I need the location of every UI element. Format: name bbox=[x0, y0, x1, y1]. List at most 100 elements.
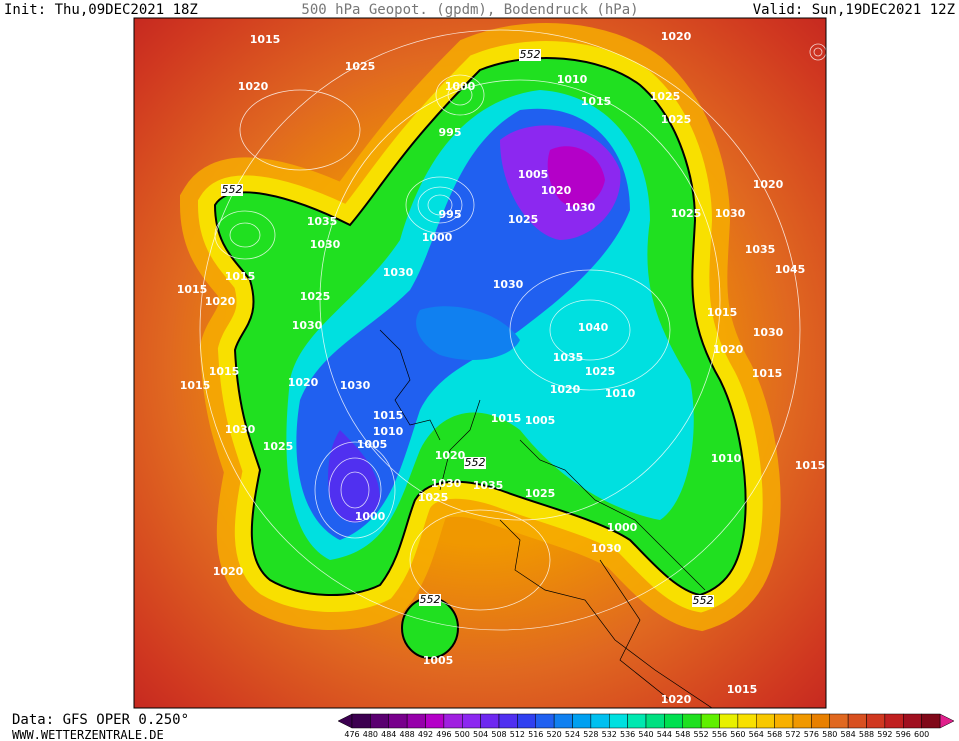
pressure-label: 1030 bbox=[715, 207, 746, 220]
pressure-label: 1000 bbox=[422, 231, 453, 244]
legend-label: 544 bbox=[657, 730, 672, 739]
pressure-label: 1025 bbox=[661, 113, 692, 126]
pressure-label: 1020 bbox=[661, 30, 692, 43]
pressure-label: 1015 bbox=[795, 459, 826, 472]
legend-label: 548 bbox=[675, 730, 690, 739]
pressure-label: 1000 bbox=[355, 510, 386, 523]
pressure-label: 1035 bbox=[553, 351, 584, 364]
legend-swatch bbox=[498, 713, 518, 729]
pressure-label: 1030 bbox=[753, 326, 784, 339]
height-552-island bbox=[401, 597, 459, 659]
legend-label: 600 bbox=[914, 730, 929, 739]
legend-swatch bbox=[370, 713, 389, 729]
legend-label: 504 bbox=[473, 730, 488, 739]
legend-label: 520 bbox=[546, 730, 561, 739]
pressure-label: 1030 bbox=[591, 542, 622, 555]
pressure-label: 1015 bbox=[491, 412, 522, 425]
legend-swatch bbox=[645, 713, 665, 729]
legend-label: 528 bbox=[583, 730, 598, 739]
legend-label: 540 bbox=[638, 730, 653, 739]
legend-swatch bbox=[700, 713, 720, 729]
pressure-label: 1015 bbox=[707, 306, 738, 319]
height-label-box bbox=[692, 595, 714, 607]
legend-label: 588 bbox=[859, 730, 874, 739]
legend-label: 556 bbox=[712, 730, 727, 739]
legend-label: 492 bbox=[418, 730, 433, 739]
legend-swatch bbox=[425, 713, 445, 729]
pressure-label: 1030 bbox=[493, 278, 524, 291]
pressure-label: 1015 bbox=[177, 283, 208, 296]
legend-label: 476 bbox=[344, 730, 359, 739]
map bbox=[134, 18, 826, 708]
pressure-label: 1035 bbox=[307, 215, 338, 228]
legend-swatch bbox=[682, 713, 702, 729]
legend-swatch bbox=[443, 713, 463, 729]
legend-swatch bbox=[811, 713, 830, 729]
pressure-label: 1020 bbox=[213, 565, 244, 578]
pressure-label: 1025 bbox=[263, 440, 294, 453]
legend-label: 564 bbox=[749, 730, 764, 739]
pressure-label: 1035 bbox=[473, 479, 504, 492]
pressure-label: 1015 bbox=[727, 683, 758, 696]
height-label: 552 bbox=[465, 456, 486, 469]
legend-swatch bbox=[921, 713, 941, 729]
pressure-label: 1030 bbox=[565, 201, 596, 214]
legend-swatch bbox=[517, 713, 536, 729]
legend-swatch bbox=[884, 713, 904, 729]
valid-time: Valid: Sun,19DEC2021 12Z bbox=[753, 2, 955, 18]
legend-swatch bbox=[535, 713, 555, 729]
legend-swatch bbox=[756, 713, 775, 729]
pressure-label: 1030 bbox=[310, 238, 341, 251]
pressure-label: 1020 bbox=[753, 178, 784, 191]
pressure-label: 1035 bbox=[745, 243, 776, 256]
pressure-label: 1025 bbox=[525, 487, 556, 500]
legend-swatch bbox=[737, 713, 757, 729]
legend-label: 568 bbox=[767, 730, 782, 739]
legend-swatch bbox=[388, 713, 408, 729]
pressure-label: 1045 bbox=[775, 263, 806, 276]
pressure-label: 1010 bbox=[373, 425, 404, 438]
legend-arrow-right bbox=[939, 713, 955, 729]
map-title: 500 hPa Geopot. (gpdm), Bodendruck (hPa) bbox=[301, 2, 638, 18]
legend-swatch bbox=[829, 713, 849, 729]
legend-label: 580 bbox=[822, 730, 837, 739]
pressure-label: 1005 bbox=[423, 654, 454, 667]
legend-label: 532 bbox=[602, 730, 617, 739]
pressure-label: 1030 bbox=[383, 266, 414, 279]
pressure-label: 1025 bbox=[345, 60, 376, 73]
pressure-label: 1015 bbox=[250, 33, 281, 46]
legend-swatch bbox=[572, 713, 592, 729]
pressure-label: 1025 bbox=[508, 213, 539, 226]
isobars bbox=[199, 29, 826, 631]
legend-swatch bbox=[553, 713, 573, 729]
pressure-label: 1025 bbox=[650, 90, 681, 103]
legend-label: 488 bbox=[399, 730, 414, 739]
legend-label: 584 bbox=[840, 730, 855, 739]
pressure-label: 1015 bbox=[581, 95, 612, 108]
pressure-label: 1020 bbox=[713, 343, 744, 356]
pressure-label: 1010 bbox=[557, 73, 588, 86]
legend-swatch bbox=[627, 713, 647, 729]
legend-swatch bbox=[406, 713, 426, 729]
pressure-label: 1015 bbox=[752, 367, 783, 380]
height-label: 552 bbox=[693, 594, 714, 607]
legend-swatch bbox=[903, 713, 922, 729]
legend-label: 560 bbox=[730, 730, 745, 739]
legend-swatch bbox=[792, 713, 812, 729]
legend-swatch bbox=[480, 713, 500, 729]
pressure-label: 1020 bbox=[550, 383, 581, 396]
height-label-box bbox=[519, 49, 541, 61]
height-label: 552 bbox=[222, 183, 243, 196]
pressure-label: 1025 bbox=[418, 491, 449, 504]
pressure-label: 1020 bbox=[288, 376, 319, 389]
pressure-label: 1030 bbox=[292, 319, 323, 332]
pressure-label: 1020 bbox=[435, 449, 466, 462]
pressure-label: 1010 bbox=[711, 452, 742, 465]
legend-label: 512 bbox=[510, 730, 525, 739]
pressure-label: 1020 bbox=[661, 693, 692, 706]
pressure-label: 1010 bbox=[605, 387, 636, 400]
legend-swatch bbox=[462, 713, 481, 729]
pressure-label: 1015 bbox=[225, 270, 256, 283]
pressure-label: 1020 bbox=[205, 295, 236, 308]
